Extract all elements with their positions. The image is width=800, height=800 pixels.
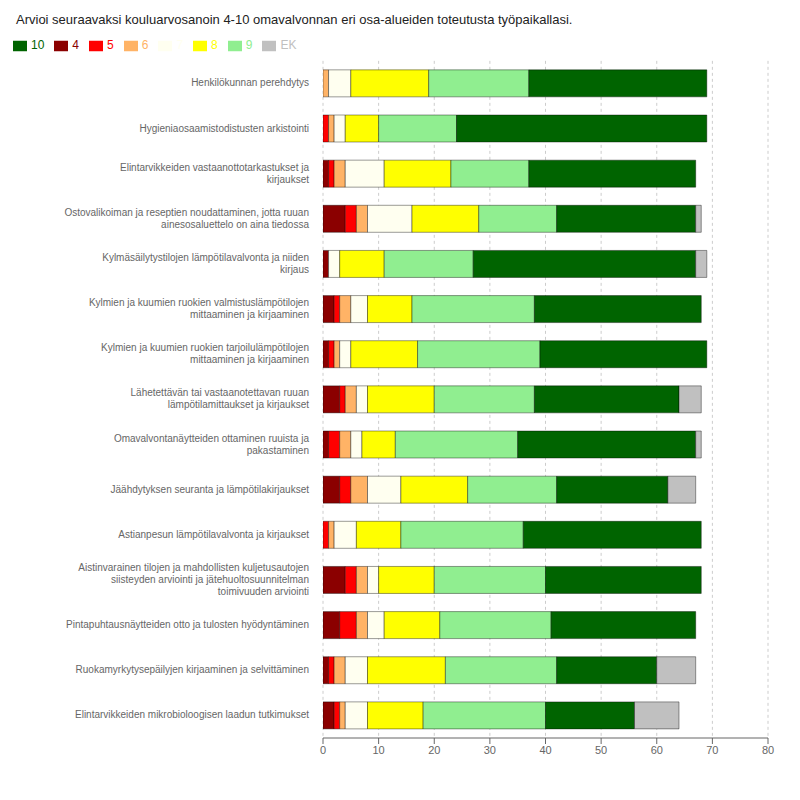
html-text:Arvioi seuraavaksi kouluarvosa: Arvioi seuraavaksi kouluarvosanoin 4-10 … [16, 12, 573, 27]
svg-text:Aistinvarainen tilojen ja mahd: Aistinvarainen tilojen ja mahdollisten k… [78, 562, 309, 597]
html-text:8: 8 [211, 38, 218, 52]
svg-text:Henkilökunnan perehdytys: Henkilökunnan perehdytys [191, 77, 309, 88]
svg-text:70: 70 [706, 744, 718, 756]
svg-text:Kylmien ja kuumien ruokien val: Kylmien ja kuumien ruokien valmistuslämp… [89, 297, 309, 320]
svg-text:Kylmien ja kuumien ruokien tar: Kylmien ja kuumien ruokien tarjoilulämpö… [101, 342, 309, 365]
svg-text:20: 20 [428, 744, 440, 756]
svg-text:Hygieniaosaamistodistusten ark: Hygieniaosaamistodistusten arkistointi [139, 122, 309, 133]
svg-text:60: 60 [651, 744, 663, 756]
html-text:4: 4 [72, 38, 79, 52]
svg-text:Elintarvikkeiden vastaanottota: Elintarvikkeiden vastaanottotarkastukset… [120, 161, 309, 184]
html-text:EK: EK [280, 38, 297, 52]
svg-text:50: 50 [595, 744, 607, 756]
svg-text:Jäähdytyksen seuranta ja lämpö: Jäähdytyksen seuranta ja lämpötilakirjau… [111, 483, 310, 494]
html-text:5: 5 [107, 38, 114, 52]
svg-text:Kylmäsäilytystilojen lämpötila: Kylmäsäilytystilojen lämpötilavalvonta j… [102, 252, 309, 275]
svg-text:Lähetettävän tai vastaanotetta: Lähetettävän tai vastaanotettavan ruuanl… [131, 387, 310, 410]
svg-text:Pintapuhtausnäytteiden otto ja: Pintapuhtausnäytteiden otto ja tulosten … [66, 619, 309, 630]
svg-text:Omavalvontanäytteiden ottamine: Omavalvontanäytteiden ottaminen ruuista … [114, 432, 310, 455]
svg-text:10: 10 [373, 744, 385, 756]
html-text:9: 9 [245, 38, 253, 52]
svg-text:30: 30 [484, 744, 496, 756]
svg-text:Elintarvikkeiden mikrobioloogi: Elintarvikkeiden mikrobioloogisen laadun… [75, 709, 309, 720]
svg-text:80: 80 [762, 744, 774, 756]
svg-text:Astianpesun lämpötilavalvonta: Astianpesun lämpötilavalvonta ja kirjauk… [118, 528, 309, 539]
html-text:6: 6 [141, 38, 149, 52]
html-text:10: 10 [31, 38, 45, 52]
svg-text:40: 40 [539, 744, 551, 756]
svg-text:Ruokamyrkytysepäilyjen kirjaam: Ruokamyrkytysepäilyjen kirjaaminen ja se… [76, 664, 309, 675]
html-text:7: 7 [176, 38, 184, 52]
svg-text:Ostovalikoiman ja reseptien no: Ostovalikoiman ja reseptien noudattamine… [64, 206, 309, 229]
svg-text:0: 0 [320, 744, 326, 756]
